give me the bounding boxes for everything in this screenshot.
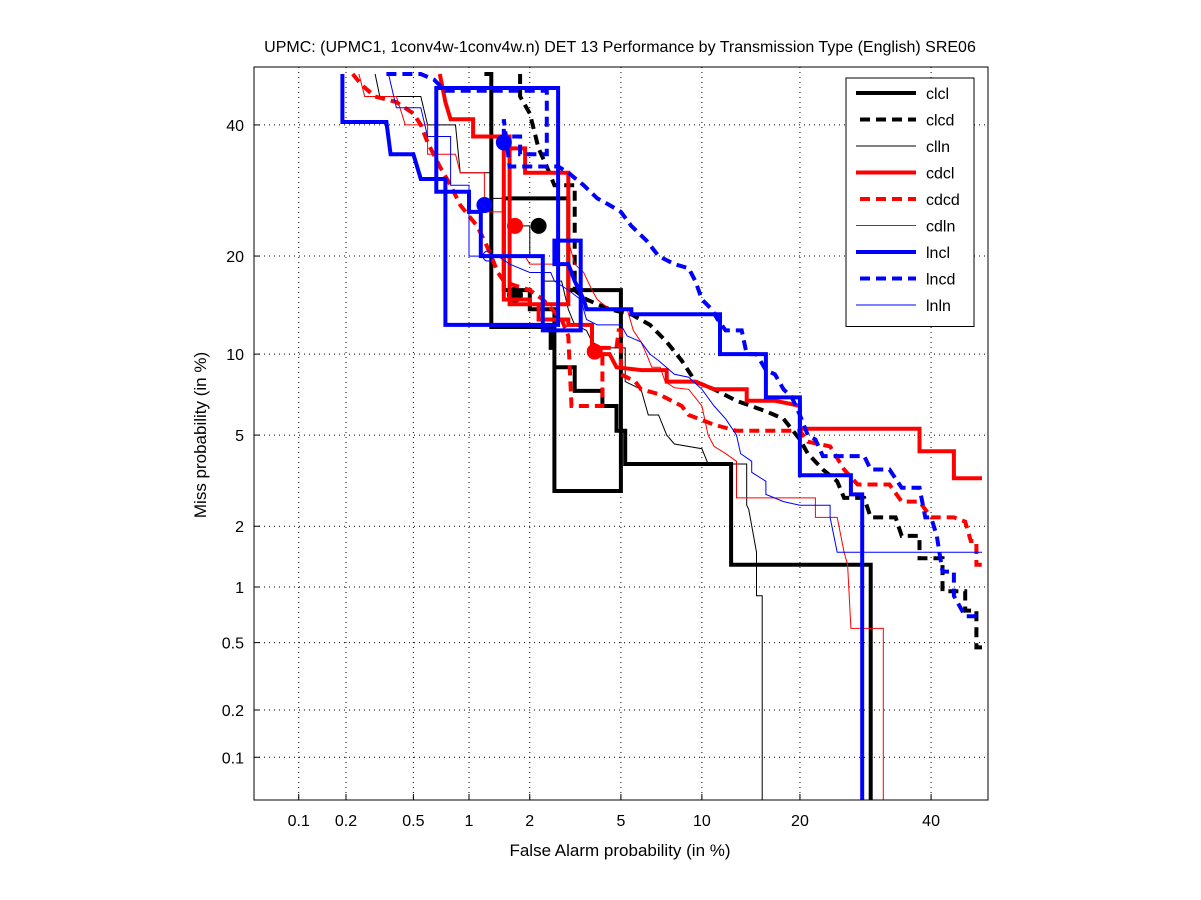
series-clln [374, 73, 763, 800]
min-dcf-marker-cdcl [506, 217, 523, 234]
grid [254, 67, 988, 800]
legend-label-lncl: lncl [926, 245, 950, 262]
legend-label-cdcl: cdcl [926, 166, 954, 183]
legend: clcl clcd clln cdcl cdcd cdln lncl lncd lnln [845, 77, 975, 327]
y-tick-label: 40 [226, 118, 244, 135]
x-tick-label: 0.2 [335, 813, 357, 830]
min-dcf-marker-clcd [530, 217, 547, 234]
y-tick-label: 2 [235, 519, 244, 536]
y-tick-label: 20 [226, 249, 244, 266]
series-lncl [340, 74, 865, 800]
x-axis-ticks: 0.1 0.2 0.5 1 2 5 10 20 40 [288, 794, 940, 830]
y-tick-label: 10 [226, 347, 244, 364]
legend-label-clcl: clcl [926, 86, 949, 103]
x-axis-label: False Alarm probability (in %) [509, 841, 730, 860]
min-dcf-marker-lncd [495, 134, 512, 151]
min-dcf-marker-lncl [476, 197, 493, 214]
x-tick-label: 20 [791, 813, 809, 830]
x-tick-label: 0.1 [288, 813, 310, 830]
y-tick-label: 5 [235, 428, 244, 445]
y-tick-label: 1 [235, 580, 244, 597]
min-dcf-marker-cdcd [586, 343, 603, 360]
y-tick-label: 0.5 [222, 636, 244, 653]
legend-label-clcd: clcd [926, 113, 954, 130]
chart-title: UPMC: (UPMC1, 1conv4w-1conv4w.n) DET 13 … [264, 39, 976, 56]
x-tick-label: 2 [525, 813, 534, 830]
y-tick-label: 0.1 [222, 750, 244, 767]
curves [340, 72, 982, 800]
y-tick-label: 0.2 [222, 703, 244, 720]
y-axis-label: Miss probability (in %) [191, 352, 210, 518]
legend-label-cdcd: cdcd [926, 192, 960, 209]
y-axis-ticks: 0.1 0.2 0.5 1 2 5 10 20 40 [222, 118, 260, 767]
legend-label-lnln: lnln [926, 298, 951, 315]
x-tick-label: 0.5 [402, 813, 424, 830]
x-tick-label: 40 [922, 813, 940, 830]
x-tick-label: 5 [616, 813, 625, 830]
series-lncd [386, 72, 982, 619]
series-clcd [518, 74, 982, 650]
series-lnln [388, 73, 982, 553]
min-dcf-marker-lnln [482, 250, 494, 262]
legend-label-lncd: lncd [926, 272, 955, 289]
legend-label-cdln: cdln [926, 219, 955, 236]
series-cdcd [351, 72, 982, 567]
x-tick-label: 10 [693, 813, 711, 830]
legend-label-clln: clln [926, 139, 950, 156]
x-tick-label: 1 [465, 813, 474, 830]
